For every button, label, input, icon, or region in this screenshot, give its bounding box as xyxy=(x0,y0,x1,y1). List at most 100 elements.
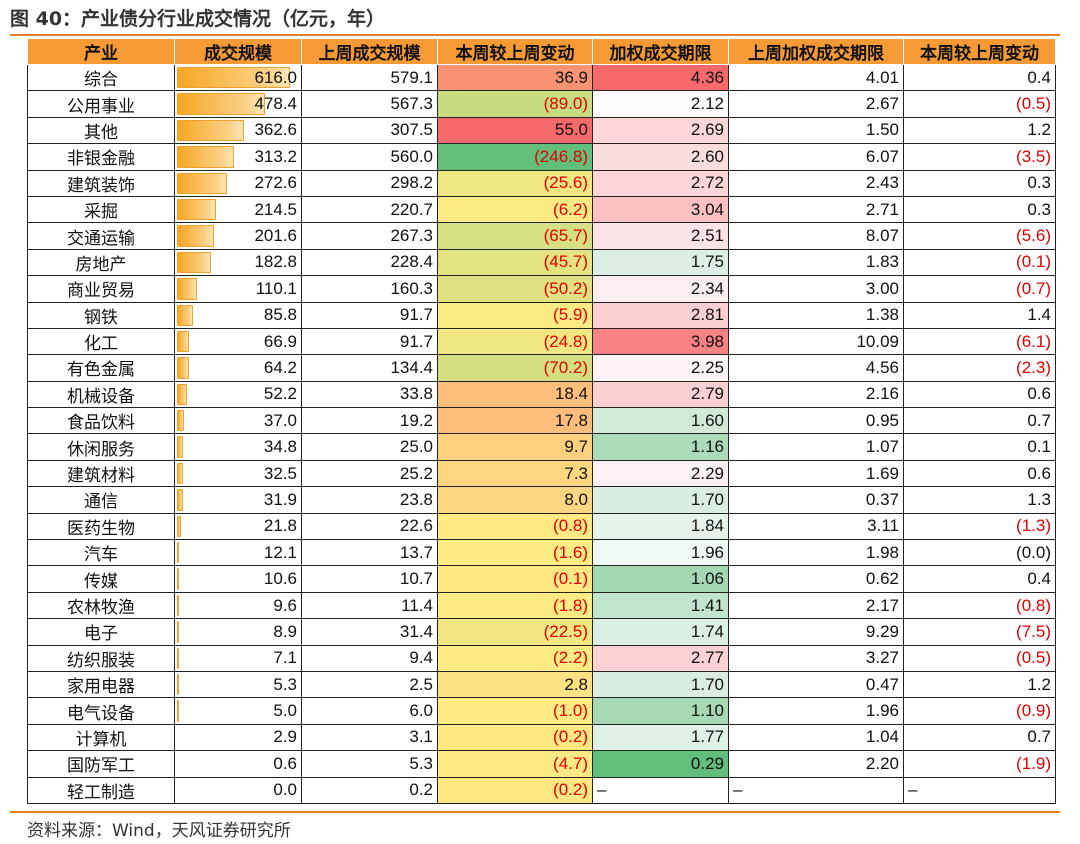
last-week-term-cell: 1.83 xyxy=(728,248,904,277)
volume-cell: 272.6 xyxy=(174,169,302,197)
volume-change-cell: (1.6) xyxy=(437,539,593,567)
table-row: 综合 616.0 579.1 36.9 4.36 4.01 0.4 xyxy=(27,63,1056,92)
term-change-cell: (0.9) xyxy=(903,697,1056,725)
volume-databar xyxy=(177,304,193,326)
volume-change-cell: 8.0 xyxy=(437,486,593,514)
volume-cell: 7.1 xyxy=(174,644,302,672)
last-week-volume-cell: 91.7 xyxy=(301,301,438,329)
volume-databar xyxy=(177,410,184,432)
term-change-cell: (5.6) xyxy=(903,222,1056,250)
volume-change-cell: (0.2) xyxy=(437,776,593,804)
weighted-term-cell: 2.25 xyxy=(592,354,729,382)
table-row: 休闲服务 34.8 25.0 9.7 1.16 1.07 0.1 xyxy=(27,433,1056,461)
table-row: 机械设备 52.2 33.8 18.4 2.79 2.16 0.6 xyxy=(27,380,1056,409)
volume-value: 5.0 xyxy=(273,701,297,721)
industry-cell: 综合 xyxy=(27,63,175,92)
volume-change-cell: (65.7) xyxy=(437,222,593,250)
volume-databar xyxy=(177,673,179,696)
industry-cell: 有色金属 xyxy=(27,354,175,382)
last-week-term-cell: 1.04 xyxy=(728,723,904,752)
volume-databar xyxy=(177,383,187,406)
volume-change-cell: (25.6) xyxy=(437,169,593,197)
table-row: 公用事业 478.4 567.3 (89.0) 2.12 2.67 (0.5) xyxy=(27,90,1056,118)
weighted-term-cell: 2.60 xyxy=(592,143,729,171)
volume-value: 616.0 xyxy=(254,67,297,87)
volume-cell: 362.6 xyxy=(174,116,302,145)
volume-change-cell: 2.8 xyxy=(437,670,593,699)
col-header-volume-change: 本周较上周变动 xyxy=(437,38,593,65)
weighted-term-cell: 3.98 xyxy=(592,327,729,356)
industry-cell: 家用电器 xyxy=(27,670,175,699)
weighted-term-cell: 0.29 xyxy=(592,750,729,778)
volume-databar xyxy=(177,93,265,115)
volume-databar xyxy=(177,67,290,89)
weighted-term-cell: 2.12 xyxy=(592,90,729,118)
volume-value: 362.6 xyxy=(254,120,297,140)
figure-title: 图 40：产业债分行业成交情况（亿元，年） xyxy=(10,8,386,30)
industry-cell: 医药生物 xyxy=(27,512,175,541)
last-week-volume-cell: 134.4 xyxy=(301,354,438,382)
table-row: 传媒 10.6 10.7 (0.1) 1.06 0.62 0.4 xyxy=(27,565,1056,593)
term-change-cell: (6.1) xyxy=(903,327,1056,356)
volume-value: 37.0 xyxy=(263,410,297,430)
last-week-volume-cell: 2.5 xyxy=(301,670,438,699)
volume-value: 0.6 xyxy=(273,753,297,773)
term-change-cell: 0.7 xyxy=(903,723,1056,752)
industry-cell: 化工 xyxy=(27,327,175,356)
volume-databar xyxy=(177,462,183,485)
last-week-term-cell: 4.56 xyxy=(728,354,904,382)
last-week-term-cell: 3.11 xyxy=(728,512,904,541)
volume-cell: 21.8 xyxy=(174,512,302,541)
table-row: 非银金融 313.2 560.0 (246.8) 2.60 6.07 (3.5) xyxy=(27,143,1056,171)
last-week-term-cell: 0.95 xyxy=(728,407,904,435)
term-change-cell: 0.1 xyxy=(903,433,1056,461)
table-row: 交通运输 201.6 267.3 (65.7) 2.51 8.07 (5.6) xyxy=(27,222,1056,250)
volume-cell: 31.9 xyxy=(174,486,302,514)
term-change-cell: 0.3 xyxy=(903,169,1056,197)
weighted-term-cell: – xyxy=(592,776,729,804)
volume-change-cell: 36.9 xyxy=(437,63,593,92)
term-change-cell: 1.2 xyxy=(903,116,1056,145)
last-week-volume-cell: 579.1 xyxy=(301,63,438,92)
term-change-cell: 0.6 xyxy=(903,380,1056,409)
volume-value: 313.2 xyxy=(254,146,297,166)
volume-change-cell: 17.8 xyxy=(437,407,593,435)
table-row: 其他 362.6 307.5 55.0 2.69 1.50 1.2 xyxy=(27,116,1056,145)
volume-databar xyxy=(177,357,189,379)
volume-databar xyxy=(177,146,235,168)
volume-value: 9.6 xyxy=(273,595,297,615)
industry-cell: 传媒 xyxy=(27,565,175,593)
industry-cell: 电子 xyxy=(27,618,175,646)
table-row: 食品饮料 37.0 19.2 17.8 1.60 0.95 0.7 xyxy=(27,407,1056,435)
table-row: 建筑材料 32.5 25.2 7.3 2.29 1.69 0.6 xyxy=(27,459,1056,488)
volume-change-cell: (2.2) xyxy=(437,644,593,672)
industry-cell: 公用事业 xyxy=(27,90,175,118)
volume-cell: 201.6 xyxy=(174,222,302,250)
last-week-volume-cell: 267.3 xyxy=(301,222,438,250)
table-row: 电子 8.9 31.4 (22.5) 1.74 9.29 (7.5) xyxy=(27,618,1056,646)
header-row: 产业 成交规模 上周成交规模 本周较上周变动 加权成交期限 上周加权成交期限 本… xyxy=(27,38,1056,65)
industry-cell: 汽车 xyxy=(27,539,175,567)
weighted-term-cell: 2.34 xyxy=(592,275,729,303)
col-header-weighted-term: 加权成交期限 xyxy=(592,38,729,65)
term-change-cell: (1.3) xyxy=(903,512,1056,541)
volume-value: 85.8 xyxy=(263,305,297,325)
weighted-term-cell: 1.60 xyxy=(592,407,729,435)
table-row: 有色金属 64.2 134.4 (70.2) 2.25 4.56 (2.3) xyxy=(27,354,1056,382)
industry-cell: 钢铁 xyxy=(27,301,175,329)
last-week-volume-cell: 25.0 xyxy=(301,433,438,461)
industry-cell: 国防军工 xyxy=(27,750,175,778)
col-header-last-week-term: 上周加权成交期限 xyxy=(728,38,904,65)
last-week-volume-cell: 307.5 xyxy=(301,116,438,145)
industry-cell: 计算机 xyxy=(27,723,175,752)
last-week-volume-cell: 160.3 xyxy=(301,275,438,303)
source-note: 资料来源：Wind，天风证券研究所 xyxy=(27,821,291,841)
last-week-volume-cell: 25.2 xyxy=(301,459,438,488)
volume-value: 110.1 xyxy=(255,278,297,298)
volume-cell: 110.1 xyxy=(174,275,302,303)
last-week-volume-cell: 567.3 xyxy=(301,90,438,118)
industry-cell: 农林牧渔 xyxy=(27,591,175,620)
volume-change-cell: (1.0) xyxy=(437,697,593,725)
bottom-rule xyxy=(10,811,1060,813)
term-change-cell: (0.1) xyxy=(903,248,1056,277)
